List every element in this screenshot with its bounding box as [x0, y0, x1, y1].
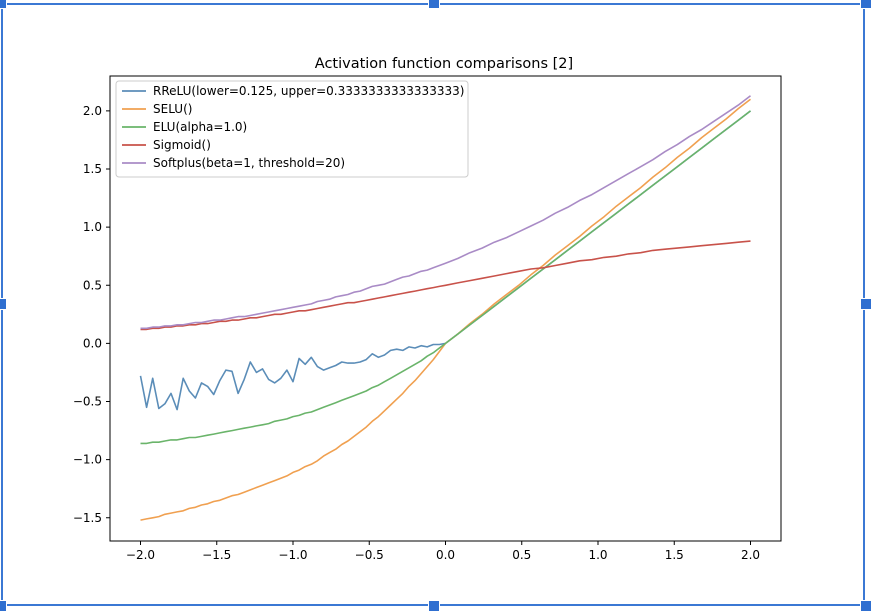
legend-label-1: SELU()	[153, 102, 192, 116]
x-tick-label: 0.5	[512, 548, 531, 562]
x-tick-label: 1.0	[588, 548, 607, 562]
x-tick-label: 2.0	[741, 548, 760, 562]
chart-title: Activation function comparisons [2]	[315, 56, 573, 72]
y-tick-label: −0.5	[73, 395, 102, 409]
x-tick-label: −1.0	[278, 548, 307, 562]
resize-handle-left[interactable]	[0, 298, 7, 310]
legend-label-3: Sigmoid()	[153, 138, 211, 152]
series-line-3	[140, 240, 751, 331]
series-line-1	[140, 98, 751, 521]
y-tick-label: −1.5	[73, 511, 102, 525]
y-tick-label: 0.5	[83, 278, 102, 292]
resize-handle-bottom[interactable]	[428, 600, 440, 612]
resize-handle-top[interactable]	[428, 0, 440, 9]
y-tick-label: 1.5	[83, 162, 102, 176]
legend: RReLU(lower=0.125, upper=0.3333333333333…	[115, 80, 469, 178]
legend-label-4: Softplus(beta=1, threshold=20)	[153, 156, 345, 170]
series-layer	[139, 95, 751, 521]
x-tick-label: 1.5	[665, 548, 684, 562]
x-tick-label: −0.5	[355, 548, 384, 562]
resize-handle-top-left[interactable]	[0, 0, 7, 9]
y-tick-label: 0.0	[83, 336, 102, 350]
series-line-2	[140, 110, 751, 445]
x-tick-label: −2.0	[126, 548, 155, 562]
x-tick-label: 0.0	[436, 548, 455, 562]
legend-label-0: RReLU(lower=0.125, upper=0.3333333333333…	[153, 84, 464, 98]
legend-box	[115, 80, 469, 178]
y-axis: −1.5 −1.0 −0.5 0.0 0.5 1.0 1.5 2.0	[73, 104, 110, 525]
resize-handle-bottom-left[interactable]	[0, 600, 7, 612]
legend-label-2: ELU(alpha=1.0)	[153, 120, 247, 134]
x-tick-label: −1.5	[202, 548, 231, 562]
series-line-4	[140, 95, 751, 330]
y-tick-label: 2.0	[83, 104, 102, 118]
y-tick-label: −1.0	[73, 453, 102, 467]
x-axis: −2.0 −1.5 −1.0 −0.5 0.0 0.5 1.0 1.5 2.0	[126, 541, 760, 562]
y-tick-label: 1.0	[83, 220, 102, 234]
